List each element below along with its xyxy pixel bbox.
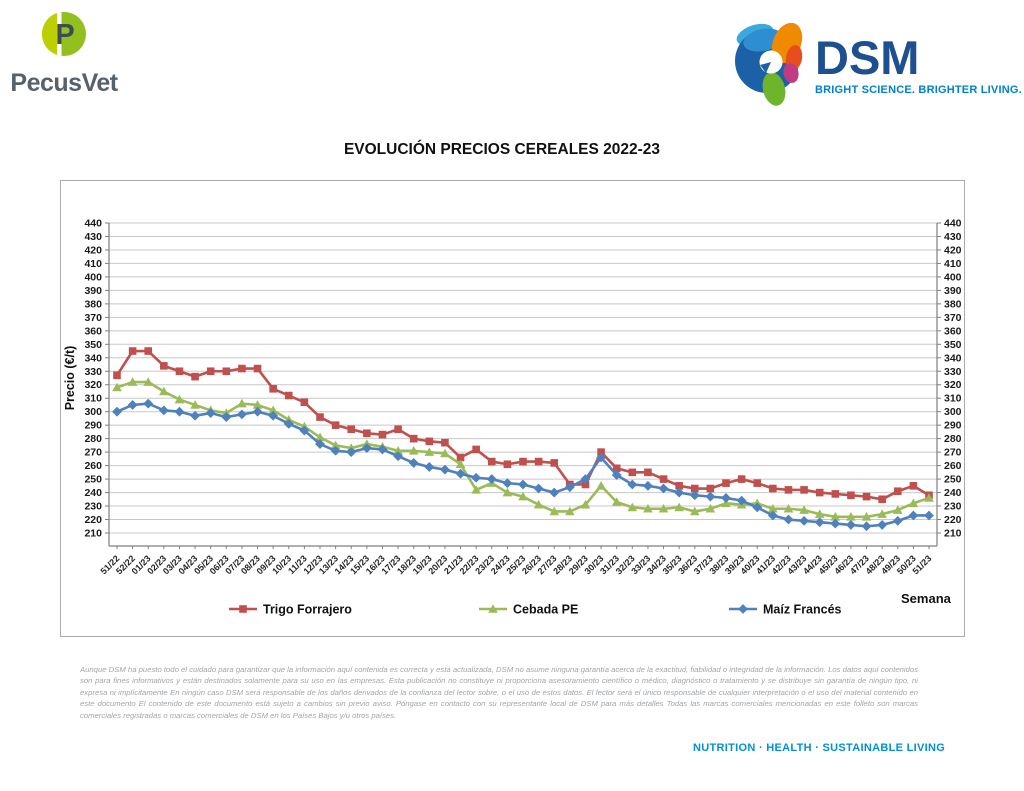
series-ma-z-franc-s [112, 398, 934, 532]
y-tick-label-right: 440 [944, 218, 962, 230]
y-tick-label-right: 250 [944, 474, 962, 486]
x-axis-labels: 51/2252/2201/2302/2303/2304/2305/2306/23… [98, 546, 933, 576]
y-tick-label-right: 210 [944, 528, 962, 540]
legend-item-trigo-forrajero: Trigo Forrajero [229, 603, 352, 617]
y-tick-label-left: 270 [84, 447, 102, 459]
legend-label: Maíz Francés [763, 603, 842, 617]
y-tick-label-left: 340 [84, 352, 102, 364]
y-tick-label-left: 360 [84, 325, 102, 337]
dsm-name: DSM [815, 31, 920, 84]
y-tick-label-left: 300 [84, 406, 102, 418]
series-cebada-pe [112, 377, 934, 521]
dsm-logo: DSM BRIGHT SCIENCE. BRIGHTER LIVING. [733, 20, 1022, 108]
y-tick-label-left: 350 [84, 339, 102, 351]
chart-title: EVOLUCIÓN PRECIOS CEREALES 2022-23 [343, 141, 661, 158]
y-tick-label-right: 320 [944, 379, 962, 391]
footer-tagline: NUTRITION · HEALTH · SUSTAINABLE LIVING [693, 742, 946, 754]
y-tick-label-left: 370 [84, 312, 102, 324]
y-tick-label-right: 260 [944, 460, 962, 472]
y-tick-label-right: 380 [944, 298, 962, 310]
pecusvet-name: PecusVet [10, 69, 118, 97]
y-tick-label-left: 410 [84, 258, 102, 270]
y-tick-label-left: 210 [84, 528, 102, 540]
y-tick-label-right: 270 [944, 447, 962, 459]
y-axis-title: Precio (€/t) [63, 346, 77, 411]
legend-label: Cebada PE [513, 603, 578, 617]
y-tick-label-left: 390 [84, 285, 102, 297]
y-tick-label-right: 400 [944, 271, 962, 283]
svg-text:P: P [55, 19, 74, 51]
y-tick-label-right: 310 [944, 393, 962, 405]
y-tick-label-right: 220 [944, 514, 962, 526]
y-tick-label-right: 290 [944, 420, 962, 432]
y-tick-label-left: 230 [84, 501, 102, 513]
y-tick-label-left: 430 [84, 231, 102, 243]
y-tick-label-right: 330 [944, 366, 962, 378]
y-tick-label-right: 370 [944, 312, 962, 324]
legend: Trigo Forrajero Cebada PE Maíz Francés [229, 603, 842, 617]
y-tick-label-right: 410 [944, 258, 962, 270]
y-tick-label-right: 350 [944, 339, 962, 351]
pecusvet-logo: P PecusVet [6, 10, 122, 98]
y-tick-label-right: 340 [944, 352, 962, 364]
y-tick-label-left: 220 [84, 514, 102, 526]
y-tick-label-left: 240 [84, 487, 102, 499]
y-tick-label-right: 360 [944, 325, 962, 337]
y-tick-label-right: 390 [944, 285, 962, 297]
y-tick-label-left: 330 [84, 366, 102, 378]
y-tick-label-left: 280 [84, 433, 102, 445]
y-tick-label-left: 310 [84, 393, 102, 405]
y-tick-label-right: 300 [944, 406, 962, 418]
y-tick-label-right: 240 [944, 487, 962, 499]
y-tick-label-right: 430 [944, 231, 962, 243]
legend-item-ma-z-franc-s: Maíz Francés [729, 603, 842, 617]
y-tick-label-left: 260 [84, 460, 102, 472]
y-tick-label-left: 320 [84, 379, 102, 391]
legend-label: Trigo Forrajero [263, 603, 352, 617]
y-tick-label-right: 280 [944, 433, 962, 445]
y-tick-label-left: 290 [84, 420, 102, 432]
x-axis-title: Semana [901, 591, 952, 606]
y-tick-label-right: 230 [944, 501, 962, 513]
y-tick-label-left: 380 [84, 298, 102, 310]
dsm-tagline: BRIGHT SCIENCE. BRIGHTER LIVING. [815, 84, 1022, 96]
y-tick-label-left: 250 [84, 474, 102, 486]
dsm-swirl-icon [735, 22, 803, 106]
pecusvet-icon: P [42, 12, 86, 56]
y-tick-label-right: 420 [944, 244, 962, 256]
y-tick-label-left: 440 [84, 218, 102, 230]
chart-container: 210 210 220 220 230 230 240 240 250 250 260 260 270 2… [60, 180, 965, 637]
y-tick-label-left: 420 [84, 244, 102, 256]
legend-item-cebada-pe: Cebada PE [479, 603, 578, 617]
y-tick-label-left: 400 [84, 271, 102, 283]
disclaimer-text: Aunque DSM ha puesto todo el cuidado par… [80, 665, 918, 720]
